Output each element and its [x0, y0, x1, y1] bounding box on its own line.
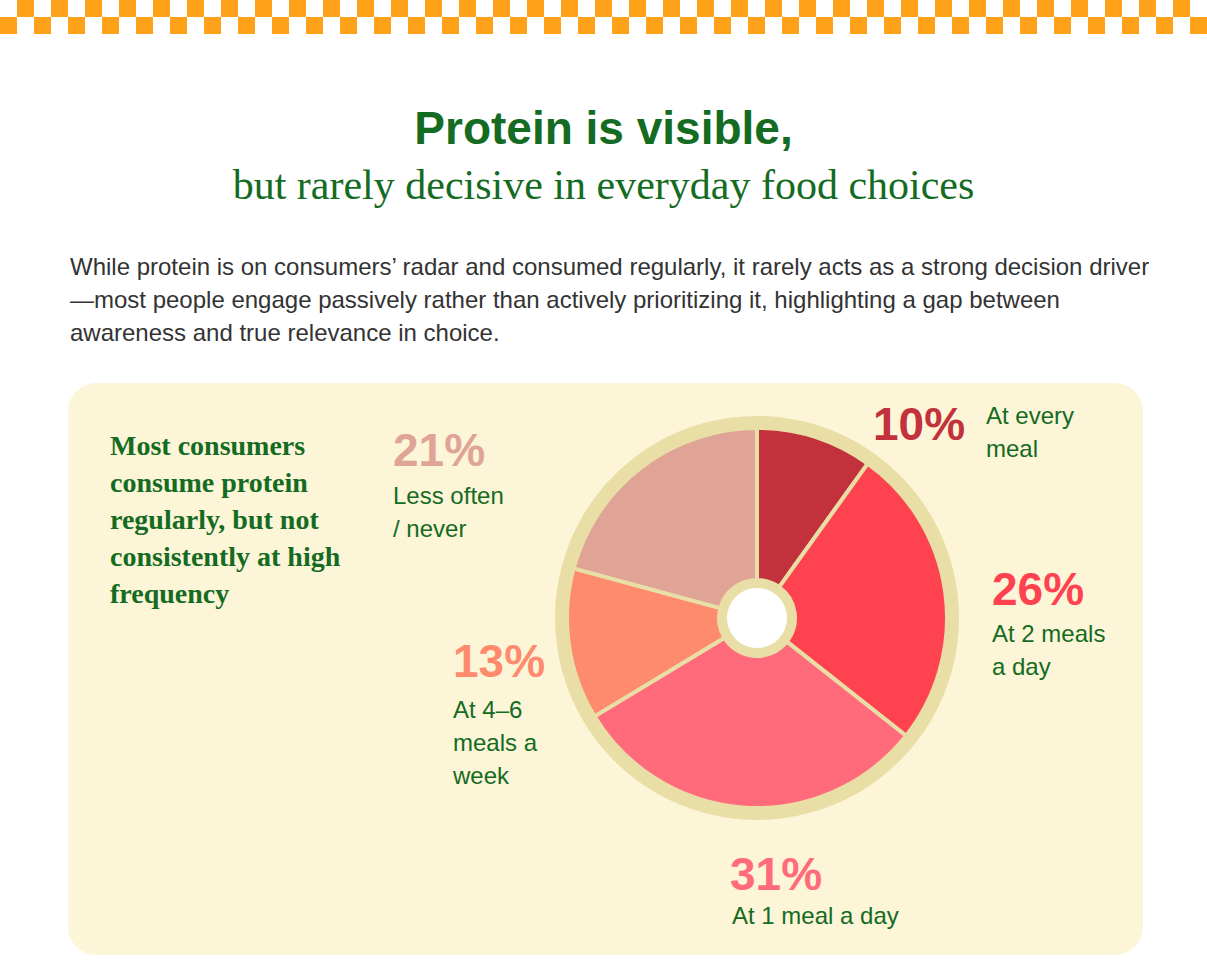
html-text:but rarely decisive in everyda: but rarely decisive in everyday food cho… — [232, 162, 975, 208]
svg-text:At every: At every — [986, 402, 1081, 429]
svg-text:meal: meal — [986, 435, 1038, 462]
svg-text:31%: 31% — [730, 848, 822, 900]
svg-text:10%: 10% — [873, 398, 965, 450]
svg-text:Less often: Less often — [393, 482, 510, 509]
svg-text:week: week — [452, 762, 510, 789]
html-text:While protein is on consumers’: While protein is on consumers’ radar and… — [70, 253, 1150, 346]
svg-text:/ never: / never — [393, 515, 466, 542]
svg-text:meals a: meals a — [453, 729, 544, 756]
svg-text:At 2 meals: At 2 meals — [992, 620, 1112, 647]
svg-text:26%: 26% — [992, 563, 1084, 615]
html-text:Most consumers consume protein: Most consumers consume protein regularly… — [110, 430, 341, 609]
svg-text:21%: 21% — [393, 424, 485, 476]
svg-text:At 1 meal a day: At 1 meal a day — [732, 902, 899, 929]
html-text:Protein is visible,: Protein is visible, — [414, 102, 793, 154]
svg-text:a day: a day — [992, 653, 1051, 680]
svg-text:13%: 13% — [453, 635, 545, 687]
svg-text:At 4–6: At 4–6 — [453, 696, 529, 723]
